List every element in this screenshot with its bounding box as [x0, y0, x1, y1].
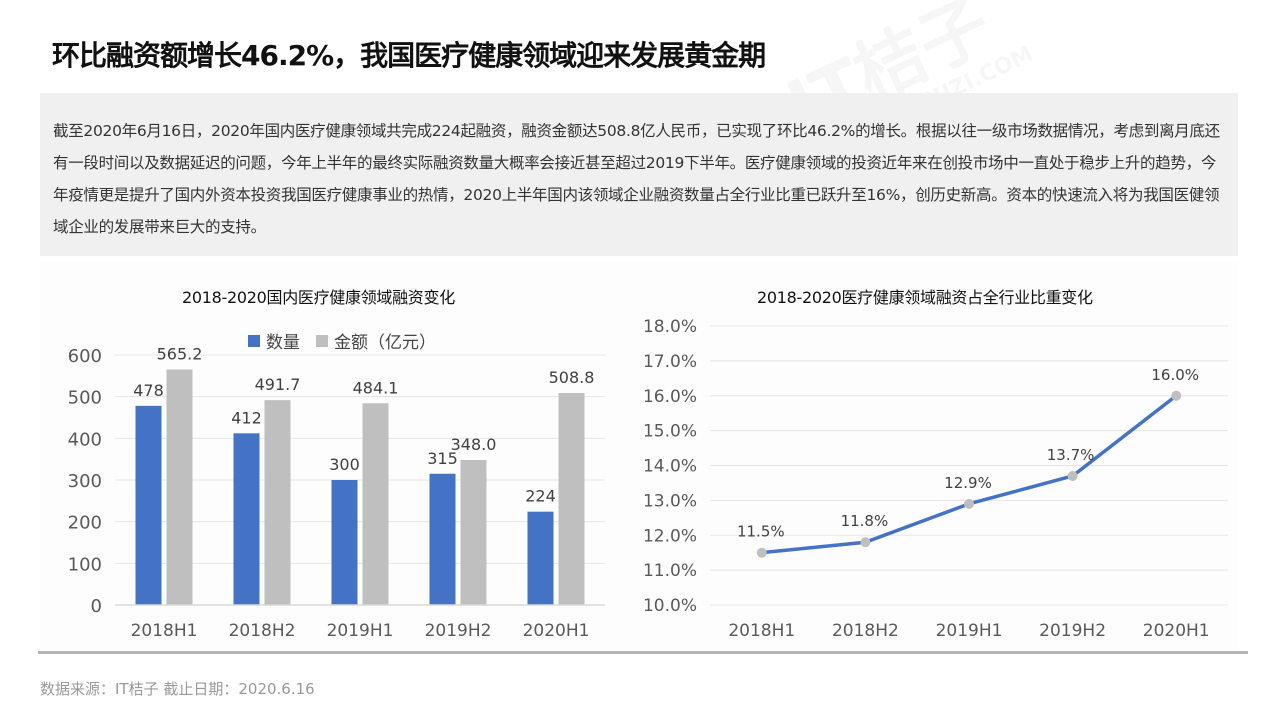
data-label: 508.8 [549, 368, 595, 387]
y-tick-label: 11.0% [643, 561, 697, 581]
x-tick-label: 2018H1 [131, 621, 198, 641]
data-label: 484.1 [353, 378, 399, 397]
data-label: 300 [329, 455, 360, 474]
bar [331, 480, 358, 605]
data-label: 315 [427, 449, 458, 468]
summary-box: 截至2020年6月16日，2020年国内医疗健康领域共完成224起融资，融资金额… [40, 93, 1238, 256]
x-tick-label: 2020H1 [1143, 621, 1210, 641]
y-tick-label: 10.0% [643, 596, 697, 616]
legend-item-amount: 金额（亿元） [316, 328, 436, 353]
y-tick-label: 600 [68, 346, 102, 367]
summary-text: 截至2020年6月16日，2020年国内医疗健康领域共完成224起融资，融资金额… [53, 122, 1220, 236]
y-tick-label: 16.0% [643, 387, 697, 407]
bar [558, 393, 585, 605]
legend-label: 金额（亿元） [334, 333, 436, 353]
x-tick-label: 2019H2 [425, 621, 492, 641]
data-label: 13.7% [1047, 446, 1095, 464]
y-tick-label: 500 [68, 388, 102, 409]
source-note: 数据来源：IT桔子 截止日期：2020.6.16 [40, 680, 315, 698]
data-label: 412 [231, 408, 262, 427]
bar-chart-title: 2018-2020国内医疗健康领域融资变化 [182, 288, 455, 307]
x-tick-label: 2020H1 [523, 621, 590, 641]
y-tick-label: 15.0% [643, 422, 697, 442]
y-tick-label: 100 [68, 554, 102, 575]
bar [527, 511, 554, 605]
x-tick-label: 2019H1 [327, 621, 394, 641]
legend-label: 数量 [266, 333, 300, 353]
data-point-marker [860, 537, 871, 548]
data-point-marker [964, 498, 974, 509]
bottom-divider [38, 651, 1248, 654]
data-label: 12.9% [944, 474, 992, 492]
legend-swatch-gray [316, 334, 328, 347]
y-tick-label: 17.0% [643, 352, 697, 372]
data-point-marker [1171, 390, 1182, 401]
bar-chart: 0 100 200 300 400 500 600 478 565.2 2018H1 412 491.… [68, 345, 605, 641]
data-label: 565.2 [157, 345, 203, 364]
bar [264, 400, 291, 605]
data-label: 478 [133, 381, 164, 400]
data-label: 11.5% [737, 523, 785, 541]
bar [135, 405, 162, 605]
y-tick-label: 14.0% [643, 457, 697, 477]
line-chart-title: 2018-2020医疗健康领域融资占全行业比重变化 [757, 288, 1093, 307]
x-tick-label: 2019H1 [936, 621, 1003, 641]
page-title: 环比融资额增长46.2%，我国医疗健康领域迎来发展黄金期 [52, 39, 766, 72]
x-tick-label: 2018H2 [229, 621, 296, 641]
data-point-marker [756, 547, 767, 558]
data-label: 16.0% [1151, 366, 1199, 384]
y-tick-label: 200 [68, 513, 102, 534]
bar [460, 460, 487, 605]
x-tick-label: 2018H2 [832, 621, 899, 641]
legend-swatch-blue [248, 334, 260, 347]
x-tick-label: 2018H1 [728, 621, 795, 641]
data-label: 224 [525, 487, 556, 506]
legend-item-count: 数量 [248, 328, 300, 353]
bar [166, 369, 193, 605]
bar-chart-legend: 数量 金额（亿元） [248, 328, 444, 353]
y-tick-label: 0 [91, 596, 102, 617]
y-tick-label: 300 [68, 471, 102, 492]
data-point-marker [1067, 470, 1078, 481]
bar [233, 433, 260, 605]
line-chart: 10.0% 11.0% 12.0% 13.0% 14.0% 15.0% 16.0% 17.0%… [643, 317, 1228, 641]
data-label: 348.0 [451, 435, 497, 454]
data-label: 491.7 [255, 375, 301, 394]
x-tick-label: 2019H2 [1039, 621, 1106, 641]
y-tick-label: 400 [68, 429, 102, 450]
data-label: 11.8% [841, 512, 889, 530]
bar [362, 403, 389, 605]
y-tick-label: 18.0% [643, 317, 697, 337]
y-tick-label: 12.0% [643, 526, 697, 546]
bar [429, 473, 456, 605]
y-tick-label: 13.0% [643, 491, 697, 511]
